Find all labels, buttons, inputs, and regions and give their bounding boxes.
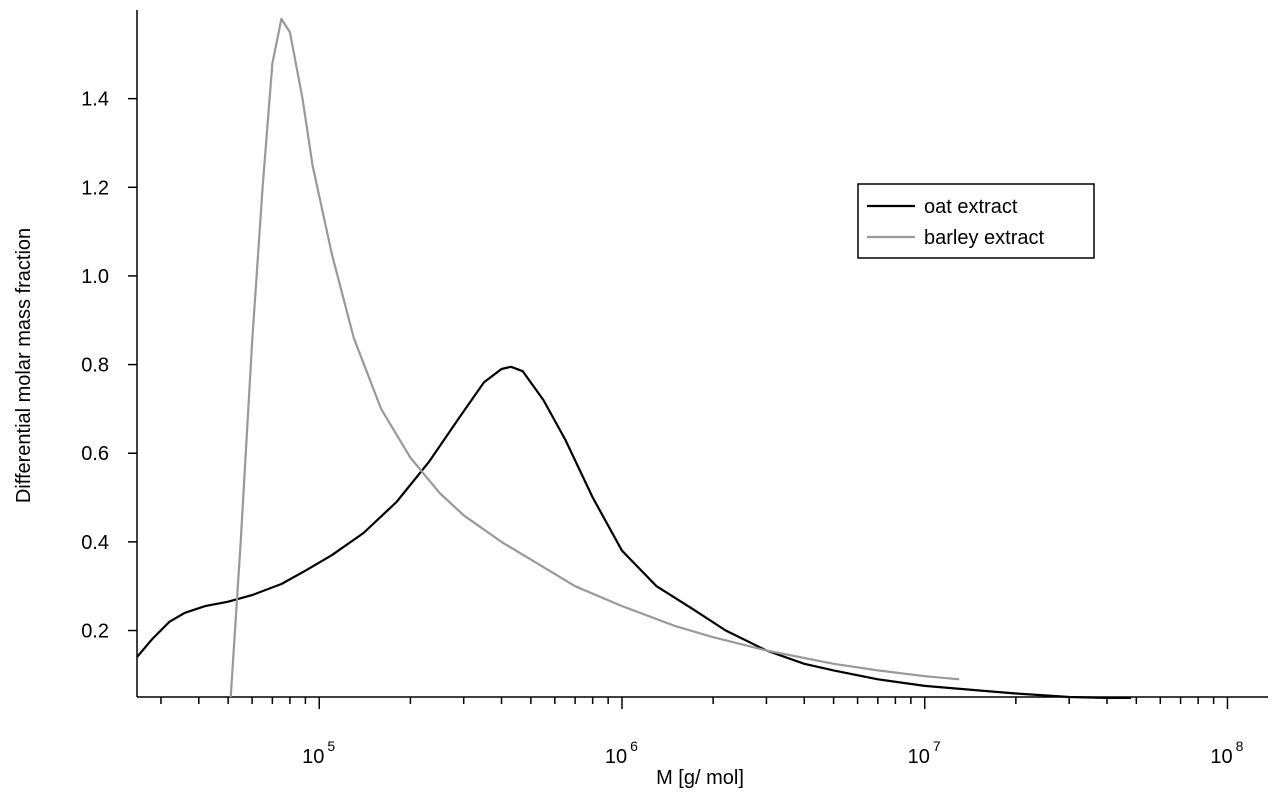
series-layer — [136, 17, 1131, 699]
x-tick-exponent-2: 7 — [933, 738, 941, 754]
x-ticks: 10 5 10 6 10 7 10 8 — [160, 697, 1244, 768]
legend-label-oat-extract: oat extract — [924, 196, 1018, 218]
series-line-oat-extract — [136, 365, 1131, 699]
x-tick-label-3: 10 — [1210, 746, 1232, 768]
y-tick-label-0: 0.2 — [81, 621, 109, 643]
y-tick-label-4: 1.0 — [81, 266, 109, 288]
x-tick-label-2: 10 — [908, 746, 930, 768]
x-axis-title: M [g/ mol] — [656, 767, 744, 789]
x-tick-exponent-3: 8 — [1236, 738, 1244, 754]
y-tick-label-2: 0.6 — [81, 443, 109, 465]
y-tick-label-3: 0.8 — [81, 355, 109, 377]
y-tick-label-1: 0.4 — [81, 532, 109, 554]
y-ticks: 0.2 0.4 0.6 0.8 1.0 1.2 1.4 — [81, 89, 137, 643]
x-tick-exponent-0: 5 — [327, 738, 335, 754]
y-tick-label-6: 1.4 — [81, 89, 109, 111]
y-axis-title: Differential molar mass fraction — [13, 228, 35, 503]
axes: 0.20.40.60.81.01.21.4 10 5 10 6 10 7 10 8 — [81, 10, 1268, 768]
x-tick-label-1: 10 — [605, 746, 627, 768]
legend-items: oat extract barley extract — [867, 196, 1044, 249]
x-tick-label-0: 10 — [302, 746, 324, 768]
legend-label-barley-extract: barley extract — [924, 227, 1044, 249]
x-tick-exponent-1: 6 — [630, 738, 638, 754]
legend-box — [857, 183, 1095, 259]
legend: oat extract barley extract — [857, 183, 1095, 259]
series-line-barley-extract — [229, 17, 960, 698]
y-tick-label-5: 1.2 — [81, 177, 109, 199]
